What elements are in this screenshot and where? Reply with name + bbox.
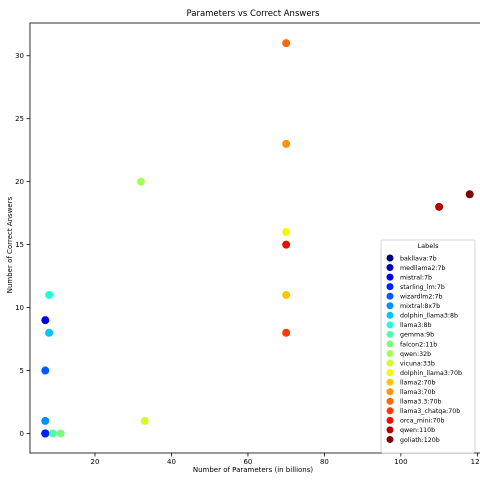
legend-label: gemma:9b	[400, 332, 434, 339]
data-point-llama3-70b	[282, 139, 291, 148]
legend-label: llama3:70b	[400, 389, 436, 396]
legend-marker	[386, 359, 394, 367]
data-point-llama3-chatqa-70b	[282, 328, 291, 337]
data-point-falcon2-11b	[56, 429, 65, 438]
legend-marker	[386, 435, 394, 443]
legend-label: bakllava:7b	[400, 255, 437, 262]
x-tick-label: 100	[394, 458, 407, 466]
data-point-dolphin-llama3-70b	[282, 228, 291, 237]
legend-label: vicuna:33b	[400, 360, 435, 367]
y-tick-label: 5	[20, 367, 24, 375]
data-point-llama3-8b	[45, 290, 54, 299]
legend-marker	[386, 340, 394, 348]
data-point-llama2-70b	[282, 290, 291, 299]
legend-label: medllama2:7b	[400, 265, 446, 272]
data-point-mistral-7b	[41, 316, 50, 325]
y-axis-label: Number of Correct Answers	[6, 196, 14, 293]
legend-label: llama3:8b	[400, 322, 431, 329]
data-point-wizardlm2-7b	[41, 366, 50, 375]
legend-marker	[386, 407, 394, 415]
legend-marker	[386, 321, 394, 329]
y-tick-label: 15	[15, 241, 24, 249]
x-tick-label: 60	[243, 458, 252, 466]
legend-label: llama3.3:70b	[400, 399, 442, 406]
legend-marker	[386, 378, 394, 386]
legend-marker	[386, 283, 394, 291]
data-point-gemma-9b	[48, 429, 57, 438]
x-tick-label: 20	[91, 458, 100, 466]
legend-label: wizardlm2:7b	[400, 294, 443, 301]
legend-marker	[386, 264, 394, 272]
data-point-dolphin-llama3-8b	[45, 328, 54, 337]
legend-box	[380, 239, 476, 454]
plot-frame	[29, 22, 480, 454]
chart-title: Parameters vs Correct Answers	[187, 9, 321, 19]
legend-label: qwen:32b	[400, 351, 431, 358]
data-point-mixtral-8x7b	[41, 416, 50, 425]
legend-marker	[386, 254, 394, 262]
legend: Labels bakllava:7b medllama2:7b mistral:7b s…	[380, 239, 476, 454]
legend-label: dolphin_llama3:8b	[400, 313, 458, 320]
legend-marker	[386, 397, 394, 405]
legend-marker	[386, 292, 394, 300]
legend-marker	[386, 311, 394, 319]
legend-label: falcon2:11b	[400, 341, 437, 348]
legend-label: llama3_chatqa:70b	[400, 408, 460, 415]
legend-marker	[386, 350, 394, 357]
y-tick-label: 20	[15, 178, 24, 186]
y-tick-label: 30	[15, 52, 24, 60]
x-tick-label: 120	[471, 458, 480, 466]
y-tick-label: 0	[20, 430, 24, 438]
data-point-starling-lm-7b	[41, 429, 50, 438]
data-point-llama3-3-70b	[282, 39, 291, 48]
x-tick-label: 80	[320, 458, 329, 466]
legend-label: mixtral:8x7b	[400, 303, 440, 310]
legend-label: starling_lm:7b	[400, 284, 445, 291]
data-point-goliath-120b	[465, 190, 474, 199]
legend-label: llama2:70b	[400, 379, 436, 386]
legend-marker	[386, 273, 394, 281]
legend-title: Labels	[418, 242, 440, 250]
legend-label: mistral:7b	[400, 274, 432, 281]
legend-marker	[386, 388, 394, 396]
y-tick-label: 25	[15, 115, 24, 123]
legend-marker	[386, 369, 394, 377]
x-axis-label: Number of Parameters (in billions)	[193, 466, 314, 474]
plot-area: 20 40 60 80 100 120 0 5 10 15 20 25 30	[15, 22, 480, 466]
data-point-qwen-110b	[435, 202, 444, 211]
legend-label: orca_mini:70b	[400, 418, 445, 425]
legend-label: goliath:120b	[400, 437, 440, 444]
legend-label: dolphin_llama3:70b	[400, 370, 462, 377]
data-point-vicuna-33b	[140, 416, 149, 425]
legend-marker	[386, 330, 394, 338]
x-tick-label: 40	[167, 458, 176, 466]
legend-marker	[386, 426, 394, 434]
legend-marker	[386, 416, 394, 424]
data-point-qwen-32b	[136, 177, 145, 186]
y-tick-label: 10	[15, 304, 24, 312]
legend-label: qwen:110b	[400, 427, 435, 434]
legend-marker	[386, 302, 394, 310]
data-point-orca-mini-70b	[282, 240, 291, 249]
